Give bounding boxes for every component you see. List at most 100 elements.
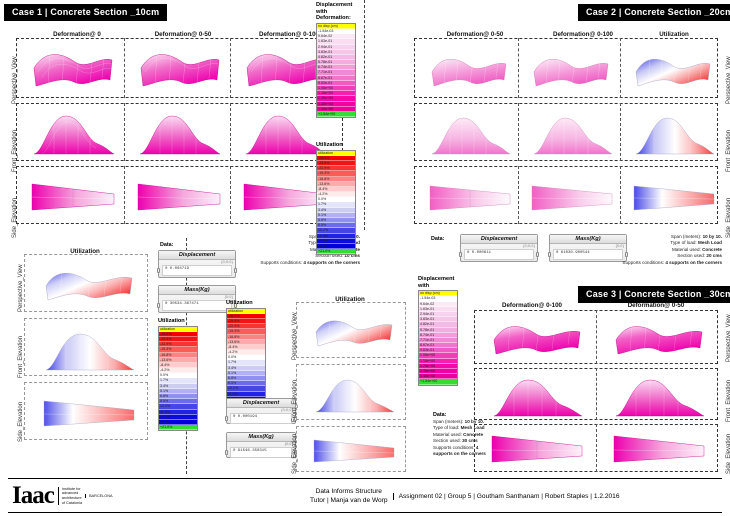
case3-title: Case 3 | Concrete Section _30cm [578,286,730,303]
displacement-legend-title: Displacement with Deformation: [316,2,353,22]
legend-row-9: 1.7% [227,360,265,366]
legend-row-13: 1.25e+00 [419,363,457,369]
case2-utilization-surface-0 [632,44,714,94]
port-out-icon [234,268,237,273]
case2-utilization-surface-2 [632,180,716,212]
case2-panel-displacement-meta: {0;0;0} [523,244,535,248]
legend-row-6: -8.4% [227,344,265,351]
case3-util-side-panel [296,426,406,472]
legend-row-13: 1.25e+00 [317,96,355,102]
legend-row-15: 1.44e+00 [317,106,355,112]
case3-perspective-surface-0 [490,314,584,362]
legend-row-10: 3.4% [317,207,355,213]
case1-spec-row-3: Section used: 10 cms [315,253,360,259]
legend-row-12: 1.16e+00 [317,91,355,97]
utilization-legend-center-title: Utilization [316,142,343,148]
legend-row-14: 10.2% [227,386,265,392]
legend-row-3: -19.3% [317,171,355,177]
legend-row-15: 11.9% [317,233,355,239]
displacement-legend-case3-title: Displacement with [418,276,455,289]
legend-row-5: -13.6% [227,339,265,345]
case2-panel-mass-value: 0 61030.900544 [553,249,623,260]
legend-row-4: -16.8% [317,176,355,182]
legend-row-8: 7.71e-01 [419,337,457,344]
case3-util-front-panel [296,364,406,420]
legend-row-2: -22.9% [227,324,265,330]
case2-spec-row-1: Type of load: Mesh Load [670,240,722,246]
case3-row-2: Side_Elevation [726,433,730,474]
case2-side-panel [414,166,718,224]
case2-panel-mass-title: Mass(Kg) [550,235,626,244]
case1-panel-displacement-title: Displacement [159,251,235,260]
credit-right: Assignment 02 | Group 5 | Goutham Santha… [392,492,620,500]
port-in-icon [225,416,228,421]
case1-panel-mass-meta: {0;0} [224,295,233,299]
legend-row-6: -8.4% [317,186,355,193]
legend-row-6: -8.4% [159,362,197,369]
case2-divider-5 [518,166,519,224]
case2-spec: Span (meters): 10 by 10. Type of load: M… [596,234,722,266]
legend-row-13: 8.5% [317,223,355,229]
case1-panel-displacement-value: 0 0.004719 [162,265,232,276]
case2-perspective-surface-1 [530,44,612,94]
case1-panel-displacement: Displacement {0;0;0} 0 0.004719 [157,250,237,278]
case1-col-1: Deformation@ 0-50 [154,31,212,38]
case1-data-label: Data: [160,242,174,248]
case1-divider-2 [230,38,231,98]
legend-row-8: 0.0% [159,373,197,379]
legend-row-4: -16.8% [159,352,197,358]
port-out-icon [536,252,539,257]
case3-divider-1 [596,310,597,364]
case1-util-front-panel [24,318,148,376]
case1-divider-5 [124,166,125,224]
case2-data-label: Data: [431,236,445,242]
displacement-color-strip-2: no disp (cm) -1.54e-03 9.64e-02 1.63e-01 2.9… [418,290,458,386]
legend-row-1: -25.5% [227,318,265,325]
port-out-icon [234,303,237,308]
logo-mark: Iaac [12,482,55,509]
case2-divider-2 [620,38,621,98]
legend-footer-row: +1.54e+00 [419,379,457,385]
legend-row-17: 15.3% [317,243,355,250]
legend-row-11: 5.1% [159,388,197,395]
case3-util-perspective-panel [296,302,406,358]
case2-row-0: Perspective_View [726,56,730,104]
legend-row-15: 11.9% [227,391,265,397]
legend-row-13: 8.5% [227,381,265,387]
legend-row-11: 1.06e+00 [317,86,355,92]
port-in-icon [459,252,462,257]
case1-utilization-col: Utilization [70,248,100,255]
case2-side-surface-1 [530,180,614,212]
case2-front-surface-1 [532,110,614,156]
case2-front-surface-0 [430,110,512,156]
legend-row-2: -22.9% [317,166,355,172]
logo-subtitle: Institute for advanced architecture of C… [57,486,82,506]
case1-divider-3 [124,103,125,161]
displacement-legend: Displacement with Deformation: no disp (… [316,2,356,119]
legend-row-9: 8.67e-01 [419,343,457,349]
utilization-legend-left-title: Utilization [158,318,185,324]
case1-util-front-surface [44,326,136,372]
case3-spec-row-2: Material used: Concrete [433,431,484,437]
iaac-logo: Iaac Institute for advanced architecture… [12,482,113,509]
legend-footer-row: +1.54e+00 [317,111,355,118]
port-in-icon [157,303,160,308]
legend-row-15: 11.9% [159,409,197,415]
legend-row-2: 1.63e-01 [419,306,457,312]
legend-row-10: 3.4% [227,365,265,371]
case3-side-surface-0 [490,432,584,464]
case2-spec-row-3: Section used: 20 cms [677,253,722,259]
case1-divider-1 [124,38,125,98]
case1-panel-displacement-meta: {0;0;0} [221,260,233,264]
legend-header-row: utilization [317,150,355,156]
legend-row-11: 1.06e+00 [419,353,457,359]
port-in-icon [225,450,228,455]
case3-panel-displacement: Displacement {0;0;0} 0 0.000194 [225,398,297,424]
case2-front-panel [414,103,718,161]
utilization-color-strip-center: utilization -28.0% -25.5% -22.9% -19.3% -16.8… [316,149,356,256]
case2-row-1: Front_Elevation [726,129,730,172]
case1-front-surface-0 [32,110,116,156]
logo-city: BARCELONA [85,494,113,498]
legend-row-7: -4.2% [317,192,355,198]
